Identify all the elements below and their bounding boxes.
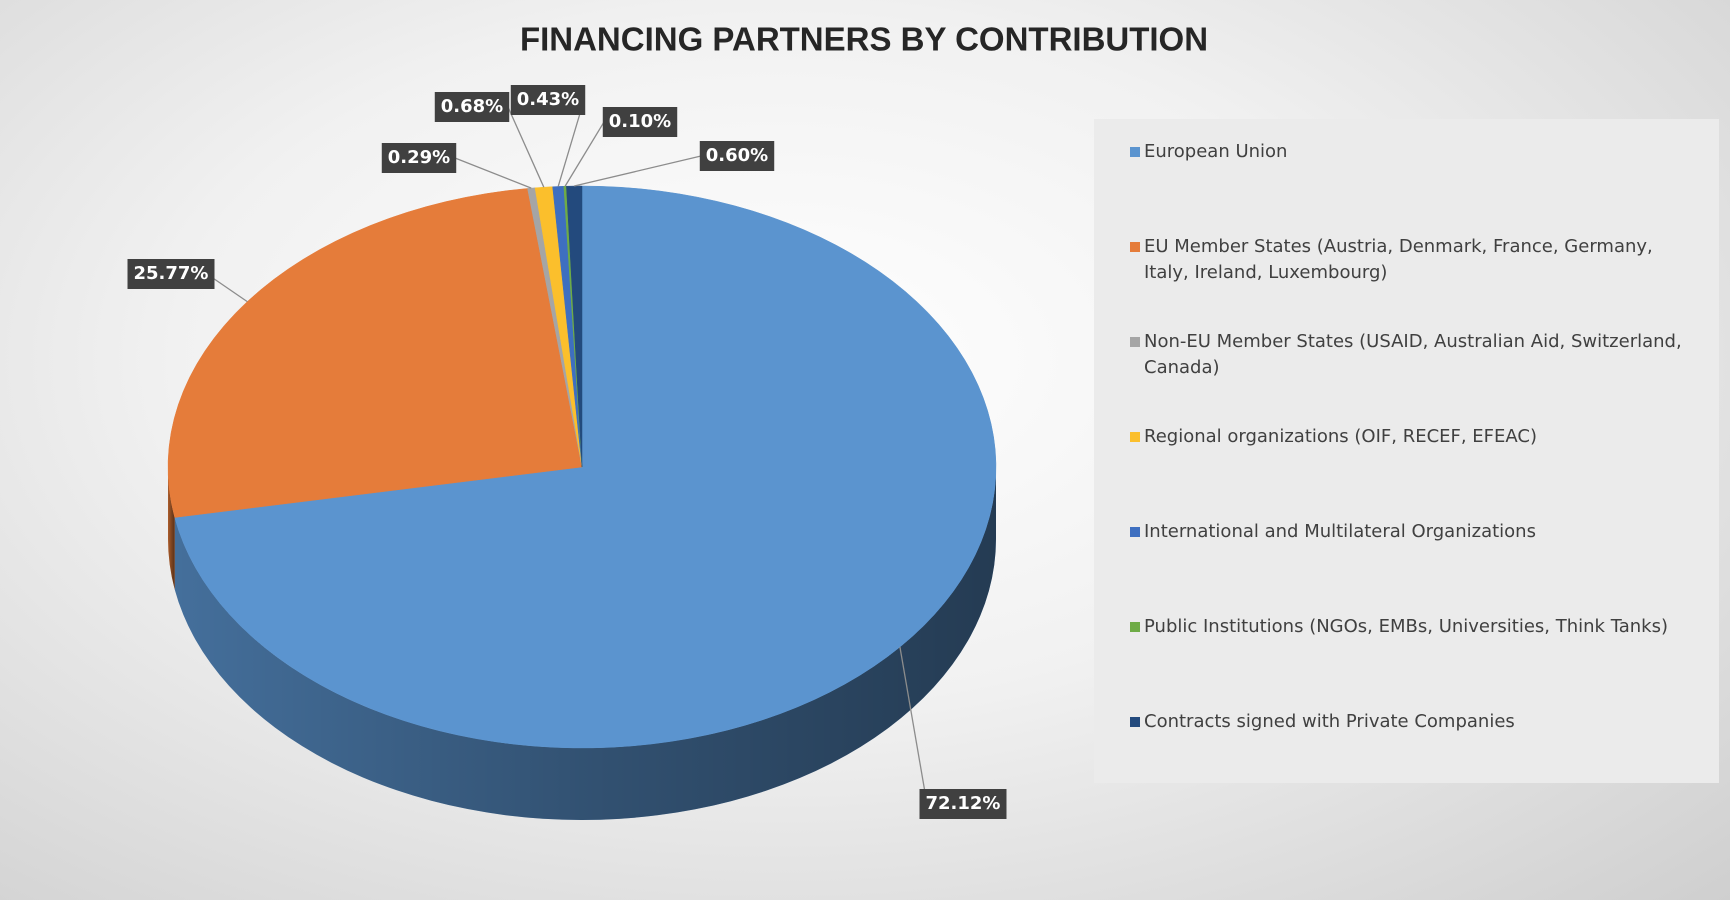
legend-item: European Union bbox=[1130, 139, 1690, 165]
data-label-box bbox=[434, 92, 510, 122]
legend-label: Public Institutions (NGOs, EMBs, Univers… bbox=[1144, 616, 1668, 637]
slice bbox=[167, 188, 583, 518]
leader-line bbox=[454, 157, 532, 189]
legend-item: EU Member States (Austria, Denmark, Fran… bbox=[1130, 234, 1690, 286]
legend-label: European Union bbox=[1144, 141, 1288, 162]
layer bbox=[167, 185, 997, 749]
chart-title: FINANCING PARTNERS BY CONTRIBUTION bbox=[520, 21, 1208, 58]
slice bbox=[174, 185, 997, 749]
data-label: 72.12% bbox=[926, 793, 1001, 814]
legend-item: Regional organizations (OIF, RECEF, EFEA… bbox=[1130, 424, 1690, 450]
legend-label: Contracts signed with Private Companies bbox=[1144, 711, 1515, 732]
data-label: 0.29% bbox=[388, 147, 450, 168]
legend-label: International and Multilateral Organizat… bbox=[1144, 521, 1536, 542]
data-label-box bbox=[602, 107, 678, 137]
legend-label: EU Member States (Austria, Denmark, Fran… bbox=[1144, 236, 1653, 283]
data-label-box bbox=[699, 141, 775, 171]
side-shade bbox=[174, 467, 997, 820]
legend-item: Contracts signed with Private Companies bbox=[1130, 709, 1690, 735]
legend-label: Regional organizations (OIF, RECEF, EFEA… bbox=[1144, 426, 1537, 447]
data-label: 25.77% bbox=[134, 263, 209, 284]
legend-label: Non-EU Member States (USAID, Australian … bbox=[1144, 331, 1682, 378]
data-label-box bbox=[510, 85, 586, 115]
legend-swatch bbox=[1130, 527, 1140, 537]
leader-line bbox=[507, 106, 545, 188]
layer: 72.12% 25.77% 0.29% 0.68% 0.43% 0.10% 0.60% bbox=[127, 85, 1007, 819]
legend: European Union EU Member States (Austria,… bbox=[1094, 119, 1719, 783]
legend-swatch bbox=[1130, 717, 1140, 727]
legend-item: Non-EU Member States (USAID, Australian … bbox=[1130, 329, 1690, 381]
legend-swatch bbox=[1130, 147, 1140, 157]
data-label: 0.60% bbox=[706, 145, 768, 166]
leader-line bbox=[564, 121, 605, 187]
legend-item: Public Institutions (NGOs, EMBs, Univers… bbox=[1130, 614, 1690, 640]
legend-swatch bbox=[1130, 622, 1140, 632]
leader-line bbox=[574, 155, 702, 187]
data-label-box bbox=[127, 259, 215, 289]
legend-swatch bbox=[1130, 242, 1140, 252]
data-label-box bbox=[919, 789, 1007, 819]
layer bbox=[168, 467, 997, 820]
data-label-box bbox=[381, 143, 457, 173]
legend-swatch bbox=[1130, 337, 1140, 347]
side-shade bbox=[168, 467, 175, 590]
legend-item: International and Multilateral Organizat… bbox=[1130, 519, 1690, 545]
slice bbox=[566, 185, 583, 468]
data-label: 0.43% bbox=[517, 89, 579, 110]
data-label: 0.10% bbox=[609, 111, 671, 132]
leader-line bbox=[899, 646, 928, 805]
data-label: 0.68% bbox=[441, 96, 503, 117]
legend-swatch bbox=[1130, 432, 1140, 442]
